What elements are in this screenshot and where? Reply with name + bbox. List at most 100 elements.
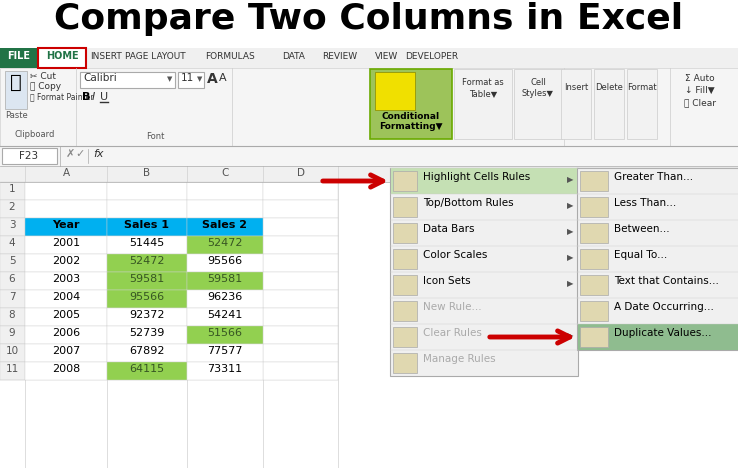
Text: VIEW: VIEW bbox=[376, 52, 399, 61]
Bar bbox=[107, 308, 187, 326]
Bar bbox=[187, 272, 263, 290]
Text: 3: 3 bbox=[9, 220, 15, 230]
Text: HOME: HOME bbox=[46, 51, 78, 61]
Bar bbox=[580, 197, 608, 217]
Bar bbox=[187, 308, 263, 326]
Text: 2007: 2007 bbox=[52, 346, 80, 356]
Bar bbox=[391, 168, 577, 194]
Bar bbox=[263, 308, 338, 326]
Text: A Date Occurring...: A Date Occurring... bbox=[614, 302, 714, 312]
Bar bbox=[0, 166, 738, 182]
Text: Clipboard: Clipboard bbox=[15, 130, 55, 139]
Text: ▶: ▶ bbox=[567, 201, 573, 210]
Text: A: A bbox=[63, 168, 69, 178]
Bar bbox=[107, 362, 187, 380]
Text: 77577: 77577 bbox=[207, 346, 243, 356]
Text: Font: Font bbox=[146, 132, 164, 141]
Bar bbox=[263, 272, 338, 290]
Text: 96236: 96236 bbox=[207, 292, 243, 302]
Bar bbox=[0, 326, 25, 344]
Text: 7: 7 bbox=[9, 292, 15, 302]
Bar bbox=[107, 182, 187, 200]
Bar bbox=[263, 218, 338, 236]
Bar bbox=[25, 290, 107, 308]
Bar bbox=[107, 236, 187, 254]
Text: Cell
Styles▼: Cell Styles▼ bbox=[522, 78, 554, 98]
Bar bbox=[25, 254, 107, 272]
Bar bbox=[393, 171, 417, 191]
Text: Insert: Insert bbox=[564, 83, 588, 93]
Text: 52472: 52472 bbox=[129, 256, 165, 266]
Bar bbox=[370, 69, 452, 139]
Text: F23: F23 bbox=[19, 151, 38, 161]
Bar bbox=[0, 236, 25, 254]
Text: 52739: 52739 bbox=[129, 328, 165, 338]
Bar bbox=[393, 353, 417, 373]
Bar bbox=[107, 290, 187, 308]
Text: 9: 9 bbox=[9, 328, 15, 338]
Bar bbox=[454, 69, 512, 139]
Bar bbox=[0, 362, 25, 380]
Bar bbox=[80, 72, 175, 88]
Text: 54241: 54241 bbox=[207, 310, 243, 320]
Text: Color Scales: Color Scales bbox=[423, 250, 487, 260]
Text: A: A bbox=[219, 73, 227, 83]
Bar bbox=[263, 290, 338, 308]
Bar bbox=[0, 290, 25, 308]
Bar bbox=[25, 182, 107, 200]
Text: 2008: 2008 bbox=[52, 364, 80, 374]
Text: Highlight Cells Rules: Highlight Cells Rules bbox=[423, 172, 530, 182]
Text: ↓ Fill▼: ↓ Fill▼ bbox=[685, 86, 715, 95]
Bar bbox=[390, 168, 578, 376]
Text: Between...: Between... bbox=[614, 224, 669, 234]
Text: ▶: ▶ bbox=[567, 227, 573, 236]
Bar bbox=[107, 200, 187, 218]
Text: ✓: ✓ bbox=[75, 149, 85, 159]
Bar bbox=[107, 254, 187, 272]
Bar bbox=[375, 72, 415, 110]
Bar bbox=[0, 200, 25, 218]
Bar bbox=[187, 326, 263, 344]
Text: Top/Bottom Rules: Top/Bottom Rules bbox=[423, 198, 514, 208]
Bar bbox=[393, 275, 417, 295]
Text: 73311: 73311 bbox=[207, 364, 243, 374]
Text: 59581: 59581 bbox=[207, 274, 243, 284]
Text: Calibri: Calibri bbox=[83, 73, 117, 83]
Bar bbox=[25, 218, 107, 236]
Bar bbox=[0, 182, 25, 200]
Text: Sales 2: Sales 2 bbox=[202, 220, 247, 230]
Bar bbox=[38, 48, 86, 68]
Text: ▶: ▶ bbox=[567, 253, 573, 262]
Bar bbox=[514, 69, 562, 139]
Bar bbox=[25, 326, 107, 344]
Bar bbox=[187, 362, 263, 380]
Bar bbox=[627, 69, 657, 139]
Text: ▼: ▼ bbox=[168, 76, 173, 82]
Bar bbox=[580, 275, 608, 295]
Bar bbox=[25, 344, 107, 362]
Text: REVIEW: REVIEW bbox=[323, 52, 358, 61]
Text: Format as
Table▼: Format as Table▼ bbox=[462, 78, 504, 98]
Text: 5: 5 bbox=[9, 256, 15, 266]
Text: INSERT: INSERT bbox=[90, 52, 122, 61]
Text: 10: 10 bbox=[5, 346, 18, 356]
Text: Year: Year bbox=[52, 220, 80, 230]
Text: D: D bbox=[297, 168, 305, 178]
Text: 51566: 51566 bbox=[207, 328, 243, 338]
Bar bbox=[187, 218, 263, 236]
Text: 52472: 52472 bbox=[207, 238, 243, 248]
Text: fx: fx bbox=[93, 149, 103, 159]
Text: DATA: DATA bbox=[283, 52, 306, 61]
Bar bbox=[5, 71, 27, 109]
Text: 1: 1 bbox=[9, 184, 15, 194]
Bar bbox=[187, 200, 263, 218]
Text: U: U bbox=[100, 92, 108, 102]
Bar bbox=[25, 308, 107, 326]
Bar bbox=[107, 272, 187, 290]
Text: New Rule...: New Rule... bbox=[423, 302, 482, 312]
Bar bbox=[0, 146, 738, 166]
Bar bbox=[561, 69, 591, 139]
Text: Equal To...: Equal To... bbox=[614, 250, 667, 260]
Text: Data Bars: Data Bars bbox=[423, 224, 475, 234]
Bar bbox=[393, 301, 417, 321]
